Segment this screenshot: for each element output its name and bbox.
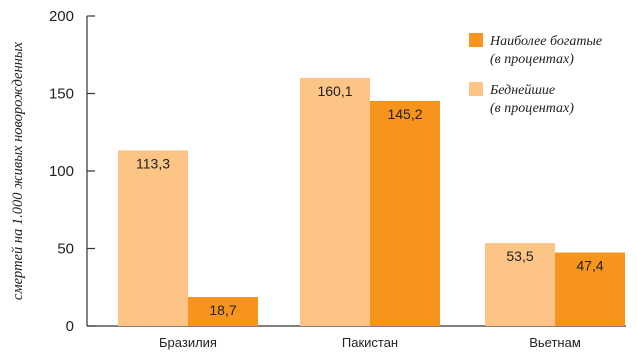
- y-tick-label: 50: [57, 241, 74, 258]
- category-label: Пакистан: [342, 335, 398, 350]
- data-label: 145,2: [387, 106, 422, 122]
- category-label: Бразилия: [159, 335, 217, 350]
- y-axis-label: смертей на 1.000 живых новорожденных: [10, 41, 26, 300]
- bar-richest-2: [555, 252, 625, 326]
- bar-richest-0: [188, 297, 258, 326]
- bar-poorest-2: [485, 243, 555, 326]
- legend-label: Беднейшие: [489, 83, 555, 98]
- y-tick-label: 200: [49, 8, 74, 25]
- legend-note: (в процентах): [490, 52, 574, 67]
- data-label: 18,7: [209, 302, 236, 318]
- category-label: Вьетнам: [529, 335, 581, 350]
- legend-swatch: [469, 82, 483, 96]
- category-labels: Бразилия Пакистан Вьетнам: [159, 335, 581, 350]
- legend: Наиболее богатые (в процентах) Беднейшие (в…: [469, 33, 602, 116]
- bar-poorest-0: [118, 150, 188, 326]
- data-label: 47,4: [576, 258, 603, 274]
- bar-richest-1: [370, 100, 440, 326]
- legend-swatch: [469, 33, 483, 47]
- legend-label: Наиболее богатые: [489, 34, 602, 49]
- data-label: 160,1: [317, 83, 352, 99]
- y-tick-label: 150: [49, 86, 74, 103]
- y-tick-label: 0: [66, 318, 74, 335]
- y-tick-label: 100: [49, 163, 74, 180]
- bar-poorest-1: [300, 77, 370, 326]
- legend-note: (в процентах): [490, 101, 574, 116]
- data-labels: 113,3 18,7 160,1 145,2 53,5 47,4: [136, 83, 604, 318]
- bars: [118, 77, 625, 326]
- data-label: 113,3: [136, 155, 170, 171]
- y-ticks: 0 50 100 150 200: [49, 8, 95, 335]
- data-label: 53,5: [506, 248, 533, 264]
